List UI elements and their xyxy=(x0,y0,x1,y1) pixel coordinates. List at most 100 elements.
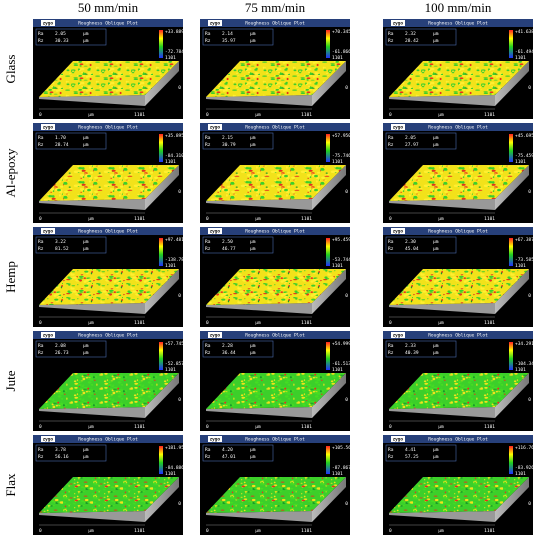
row-label: Flax xyxy=(3,473,18,497)
axis-origin: 0 xyxy=(389,216,392,222)
surface xyxy=(389,269,529,305)
param-unit: µm xyxy=(433,136,439,141)
axis-size: 1101 xyxy=(301,112,312,118)
axis-origin: 0 xyxy=(178,189,181,195)
param-name: Rz xyxy=(205,142,211,148)
title-bar xyxy=(200,19,350,27)
scale-size: 1101 xyxy=(332,159,343,165)
surface xyxy=(39,165,179,201)
surface-side xyxy=(145,269,179,314)
scale-size: 1101 xyxy=(165,159,176,165)
scale-size: 1101 xyxy=(515,263,526,269)
brand-box xyxy=(391,332,405,338)
surface-side xyxy=(145,477,179,522)
brand-box xyxy=(41,436,55,442)
brand-box xyxy=(391,228,405,234)
scale-min: -84.31069 xyxy=(165,153,190,159)
param-name: Ra xyxy=(38,447,44,453)
param-unit: µm xyxy=(250,351,256,356)
axis-origin: 0 xyxy=(178,85,181,91)
axis-origin: 0 xyxy=(389,320,392,326)
axis-unit: µm xyxy=(438,425,444,430)
surface-front xyxy=(39,199,145,210)
param-unit: µm xyxy=(250,247,256,252)
info-box xyxy=(202,28,274,46)
param-unit: µm xyxy=(83,136,89,141)
param-unit: µm xyxy=(83,240,89,245)
panel: zygo Roughness Oblique Plot Ra 2.33 µm Rz 40.3… xyxy=(383,331,540,431)
row-label: Glass xyxy=(3,55,18,84)
scale-min: -75.74678 xyxy=(332,153,357,159)
brand: zygo xyxy=(393,125,404,130)
scale-max: +45.6959 xyxy=(515,133,537,139)
axis-origin: 0 xyxy=(206,112,209,118)
param-name: Rz xyxy=(38,142,44,148)
axis-unit: µm xyxy=(255,217,261,222)
axis-origin: 0 xyxy=(206,528,209,534)
info-box xyxy=(385,132,457,150)
param-value: 26.73 xyxy=(55,350,69,356)
brand: zygo xyxy=(43,21,54,26)
param-name: Rz xyxy=(205,246,211,252)
surface-front xyxy=(39,95,145,106)
surface-front xyxy=(206,407,312,418)
panel: zygo Roughness Oblique Plot Ra 2.28 µm Rz 36.4… xyxy=(200,331,357,431)
panel: zygo Roughness Oblique Plot Ra 3.78 µm Rz 56.1… xyxy=(33,435,190,535)
brand-box xyxy=(208,20,222,26)
surface xyxy=(389,477,529,513)
brand-box xyxy=(391,436,405,442)
title-bar xyxy=(200,435,350,443)
axis-origin: 0 xyxy=(389,528,392,534)
title-bar xyxy=(383,227,533,235)
brand: zygo xyxy=(210,333,221,338)
surface-side xyxy=(312,165,346,210)
param-value: 3.78 xyxy=(55,447,66,453)
axis-unit: µm xyxy=(255,113,261,118)
param-name: Ra xyxy=(388,239,394,245)
brand-box xyxy=(41,332,55,338)
param-value: 2.28 xyxy=(222,343,233,349)
info-box xyxy=(202,340,274,358)
title-bar xyxy=(33,331,183,339)
axis-origin: 0 xyxy=(528,85,531,91)
surface-side xyxy=(145,373,179,418)
panel: zygo Roughness Oblique Plot Ra 2.05 µm Rz 30.3… xyxy=(33,19,190,119)
axis-origin: 0 xyxy=(39,528,42,534)
param-value: 46.77 xyxy=(222,246,236,252)
param-unit: µm xyxy=(250,448,256,453)
param-name: Rz xyxy=(38,350,44,356)
surface-front xyxy=(389,407,495,418)
param-name: Ra xyxy=(388,31,394,37)
param-name: Ra xyxy=(205,31,211,37)
panel-title: Roughness Oblique Plot xyxy=(245,437,305,443)
panel: zygo Roughness Oblique Plot Ra 3.22 µm Rz 81.5… xyxy=(33,227,192,327)
surface-side xyxy=(312,269,346,314)
param-unit: µm xyxy=(83,351,89,356)
param-value: 2.08 xyxy=(55,343,66,349)
scale-size: 1101 xyxy=(332,263,343,269)
param-name: Rz xyxy=(388,350,394,356)
axis-unit: µm xyxy=(88,425,94,430)
scale-size: 1101 xyxy=(165,367,176,373)
param-unit: µm xyxy=(250,136,256,141)
param-unit: µm xyxy=(83,143,89,148)
brand-box xyxy=(208,228,222,234)
surface xyxy=(206,269,346,305)
param-value: 28.74 xyxy=(55,142,69,148)
surface-side xyxy=(495,61,529,106)
panel-title: Roughness Oblique Plot xyxy=(428,333,488,339)
brand: zygo xyxy=(393,21,404,26)
title-bar xyxy=(200,331,350,339)
panel-title: Roughness Oblique Plot xyxy=(245,21,305,27)
color-bar xyxy=(509,238,513,266)
param-value: 1.70 xyxy=(55,135,66,141)
scale-size: 1101 xyxy=(332,55,343,61)
panel: zygo Roughness Oblique Plot Ra 2.50 µm Rz 46.7… xyxy=(200,227,357,327)
scale-max: +116.762 xyxy=(515,445,537,451)
param-unit: µm xyxy=(250,143,256,148)
panel-title: Roughness Oblique Plot xyxy=(428,125,488,131)
param-value: 57.25 xyxy=(405,454,419,460)
surface-front xyxy=(206,199,312,210)
surface xyxy=(389,165,529,201)
